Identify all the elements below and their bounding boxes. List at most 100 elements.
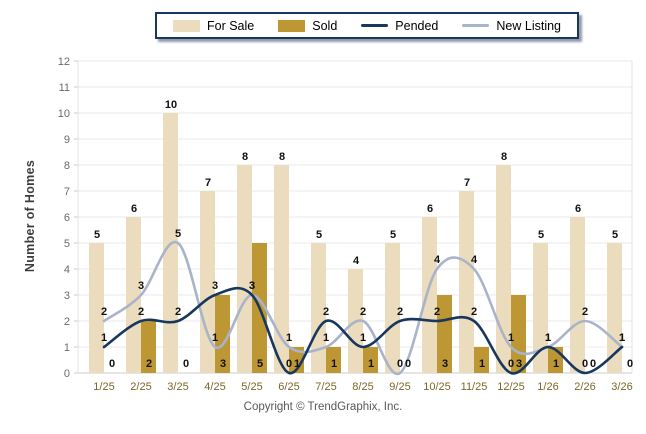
svg-text:1: 1 xyxy=(212,332,218,344)
svg-text:5: 5 xyxy=(94,229,100,241)
svg-text:11/25: 11/25 xyxy=(461,381,488,393)
svg-text:1: 1 xyxy=(286,332,292,344)
svg-text:9: 9 xyxy=(64,134,70,146)
svg-text:4: 4 xyxy=(434,254,441,266)
svg-text:0: 0 xyxy=(183,358,189,370)
svg-text:1: 1 xyxy=(101,332,107,344)
svg-text:0: 0 xyxy=(590,358,596,370)
svg-text:0: 0 xyxy=(582,358,588,370)
svg-text:5: 5 xyxy=(612,229,618,241)
svg-text:1: 1 xyxy=(368,358,374,370)
svg-text:3: 3 xyxy=(212,280,218,292)
svg-text:0: 0 xyxy=(508,358,514,370)
svg-text:3/26: 3/26 xyxy=(611,381,632,393)
svg-text:3: 3 xyxy=(516,358,522,370)
svg-text:3: 3 xyxy=(138,280,144,292)
svg-text:12/25: 12/25 xyxy=(497,381,525,393)
svg-text:8: 8 xyxy=(64,160,70,172)
svg-text:3: 3 xyxy=(249,280,255,292)
svg-text:1: 1 xyxy=(64,342,70,354)
svg-text:6: 6 xyxy=(575,203,581,215)
svg-text:3/25: 3/25 xyxy=(167,381,188,393)
svg-text:3: 3 xyxy=(64,290,70,302)
svg-text:1: 1 xyxy=(323,332,329,344)
svg-text:2/25: 2/25 xyxy=(130,381,151,393)
legend-item-for-sale: For Sale xyxy=(173,19,254,33)
sold-swatch-icon xyxy=(278,19,306,32)
legend: For Sale Sold Pended New Listing xyxy=(155,12,580,39)
svg-text:2: 2 xyxy=(175,306,181,318)
svg-text:1: 1 xyxy=(360,332,366,344)
svg-text:8/25: 8/25 xyxy=(352,381,373,393)
svg-text:1: 1 xyxy=(545,332,551,344)
svg-text:1/25: 1/25 xyxy=(93,381,114,393)
svg-text:4: 4 xyxy=(471,254,478,266)
svg-text:1/26: 1/26 xyxy=(537,381,558,393)
legend-label-for-sale: For Sale xyxy=(207,18,255,33)
svg-text:2: 2 xyxy=(323,306,329,318)
svg-text:2: 2 xyxy=(397,306,403,318)
svg-text:0: 0 xyxy=(627,358,633,370)
svg-text:6: 6 xyxy=(64,212,70,224)
svg-text:1: 1 xyxy=(619,332,625,344)
legend-item-new-listing: New Listing xyxy=(462,19,561,33)
svg-text:4/25: 4/25 xyxy=(204,381,225,393)
svg-text:5: 5 xyxy=(64,238,70,250)
svg-text:5: 5 xyxy=(390,229,396,241)
svg-text:2: 2 xyxy=(64,316,70,328)
svg-text:8: 8 xyxy=(242,151,248,163)
copyright-text: Copyright © TrendGraphix, Inc. xyxy=(243,401,403,413)
svg-text:3: 3 xyxy=(442,358,448,370)
svg-text:3: 3 xyxy=(249,280,255,292)
svg-text:0: 0 xyxy=(405,358,411,370)
legend-label-pended: Pended xyxy=(395,18,439,33)
svg-text:7: 7 xyxy=(205,177,211,189)
svg-text:2: 2 xyxy=(434,306,440,318)
svg-text:6: 6 xyxy=(427,203,433,215)
svg-text:1: 1 xyxy=(294,358,300,370)
svg-text:10: 10 xyxy=(165,99,177,111)
for-sale-swatch-icon xyxy=(173,19,200,32)
svg-text:7/25: 7/25 xyxy=(315,381,336,393)
y-axis-title: Number of Homes xyxy=(23,159,37,273)
legend-label-new-listing: New Listing xyxy=(496,18,562,33)
svg-text:5: 5 xyxy=(538,229,544,241)
svg-text:1: 1 xyxy=(619,332,625,344)
svg-text:1: 1 xyxy=(331,358,337,370)
svg-text:0: 0 xyxy=(64,368,70,380)
svg-text:1: 1 xyxy=(553,358,559,370)
svg-text:3: 3 xyxy=(220,358,226,370)
svg-text:2: 2 xyxy=(146,358,152,370)
svg-text:2: 2 xyxy=(471,306,477,318)
svg-text:5: 5 xyxy=(257,358,263,370)
svg-text:2/26: 2/26 xyxy=(574,381,595,393)
svg-text:2: 2 xyxy=(138,306,144,318)
svg-text:9/25: 9/25 xyxy=(389,381,410,393)
svg-text:0: 0 xyxy=(286,358,292,370)
svg-text:2: 2 xyxy=(582,306,588,318)
svg-text:7: 7 xyxy=(64,186,70,198)
svg-text:1: 1 xyxy=(479,358,485,370)
new-listing-line-swatch-icon xyxy=(462,24,490,27)
svg-text:1: 1 xyxy=(508,332,514,344)
svg-text:1: 1 xyxy=(545,332,551,344)
svg-text:4: 4 xyxy=(64,264,70,276)
svg-text:10/25: 10/25 xyxy=(423,381,451,393)
svg-text:10: 10 xyxy=(58,108,70,120)
svg-text:2: 2 xyxy=(360,306,366,318)
svg-text:8: 8 xyxy=(501,151,507,163)
svg-text:8: 8 xyxy=(279,151,285,163)
svg-text:0: 0 xyxy=(397,358,403,370)
svg-text:6: 6 xyxy=(131,203,137,215)
svg-text:2: 2 xyxy=(101,306,107,318)
svg-text:7: 7 xyxy=(464,177,470,189)
svg-text:5/25: 5/25 xyxy=(241,381,262,393)
svg-text:5: 5 xyxy=(316,229,322,241)
legend-label-sold: Sold xyxy=(312,18,338,33)
svg-text:11: 11 xyxy=(59,82,70,94)
legend-item-pended: Pended xyxy=(361,19,438,33)
pended-line-swatch-icon xyxy=(361,24,389,27)
svg-text:0: 0 xyxy=(109,358,115,370)
